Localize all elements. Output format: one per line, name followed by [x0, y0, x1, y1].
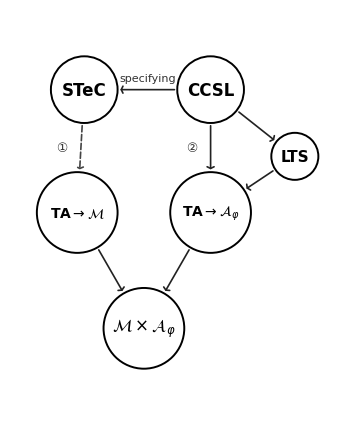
Circle shape: [51, 57, 118, 124]
Circle shape: [37, 173, 118, 253]
Circle shape: [271, 133, 318, 181]
Text: $\mathbf{TA} \rightarrow \mathcal{A}_{\varphi}$: $\mathbf{TA} \rightarrow \mathcal{A}_{\v…: [182, 204, 239, 222]
Text: STeC: STeC: [62, 81, 107, 99]
Circle shape: [104, 288, 184, 369]
Text: ①: ①: [56, 142, 67, 155]
Text: $\mathcal{M} \times \mathcal{A}_{\varphi}$: $\mathcal{M} \times \mathcal{A}_{\varphi…: [112, 317, 176, 340]
Text: specifying: specifying: [119, 74, 176, 84]
Circle shape: [170, 173, 251, 253]
Circle shape: [177, 57, 244, 124]
Text: CCSL: CCSL: [187, 81, 234, 99]
Text: LTS: LTS: [280, 150, 309, 164]
Text: ②: ②: [186, 142, 197, 155]
Text: $\mathbf{TA} \rightarrow \mathcal{M}$: $\mathbf{TA} \rightarrow \mathcal{M}$: [50, 205, 105, 221]
